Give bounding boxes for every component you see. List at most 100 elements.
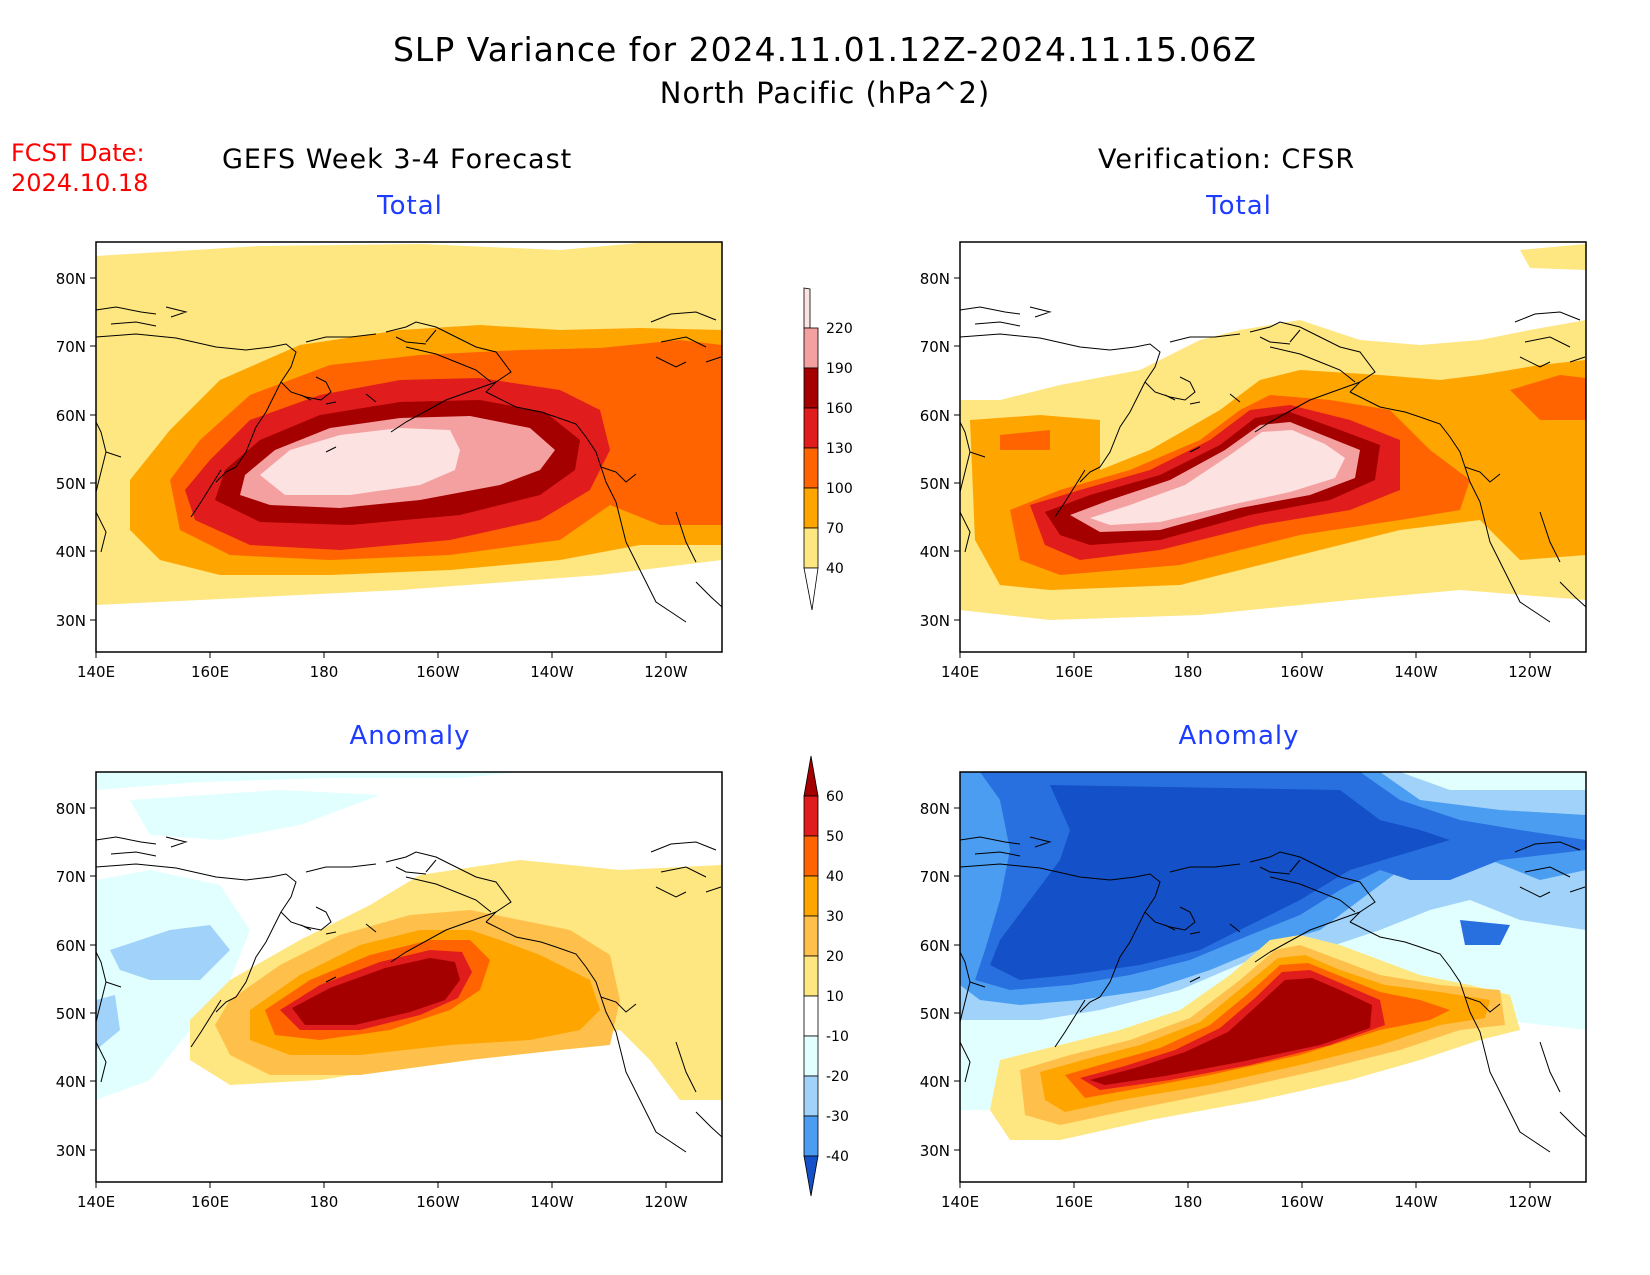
lon-label: 140E bbox=[77, 663, 115, 681]
colorbar-anomaly-swatch bbox=[803, 835, 819, 877]
panel-title-top-left: Total bbox=[377, 191, 443, 221]
lon-label: 180 bbox=[310, 663, 339, 681]
colorbar-anomaly-label: -30 bbox=[826, 1109, 849, 1125]
colorbar-anomaly-cap-bottom bbox=[803, 1155, 819, 1197]
lat-label: 40N bbox=[56, 1073, 86, 1091]
lat-label: 60N bbox=[920, 937, 950, 955]
frame-top-right bbox=[959, 241, 1587, 653]
lat-label: 80N bbox=[56, 270, 86, 288]
lat-label: 70N bbox=[920, 868, 950, 886]
forecast-date-value: 2024.10.18 bbox=[11, 169, 149, 197]
colorbar-total-label: 190 bbox=[826, 361, 853, 377]
lon-label: 180 bbox=[1174, 1193, 1203, 1211]
lon-labels: 140E 160E 180 160W 140W 120W 140E 160E 1… bbox=[77, 663, 1552, 1211]
lon-label: 140W bbox=[530, 663, 574, 681]
colorbar-anomaly-label: -40 bbox=[826, 1149, 849, 1165]
lon-label: 160W bbox=[1280, 663, 1324, 681]
lat-labels: 80N 70N 60N 50N 40N 30N 80N 70N 60N 50N … bbox=[56, 270, 950, 1160]
lon-label: 160E bbox=[1055, 663, 1093, 681]
lon-label: 160W bbox=[416, 663, 460, 681]
lon-label: 140W bbox=[530, 1193, 574, 1211]
colorbar-anomaly-label: 60 bbox=[826, 789, 844, 805]
lon-label: 120W bbox=[644, 1193, 688, 1211]
lat-label: 50N bbox=[56, 475, 86, 493]
colorbar-total-label: 220 bbox=[826, 321, 853, 337]
colorbar-total-swatch bbox=[803, 327, 819, 369]
colorbar-anomaly-label: 50 bbox=[826, 829, 844, 845]
forecast-date-block: FCST Date: 2024.10.18 bbox=[11, 138, 148, 198]
lon-label: 160W bbox=[1280, 1193, 1324, 1211]
lat-label: 50N bbox=[920, 1005, 950, 1023]
colorbar-total: 220 190 160 130 100 70 40 bbox=[803, 287, 853, 611]
lon-label: 120W bbox=[1508, 1193, 1552, 1211]
lat-label: 30N bbox=[56, 1142, 86, 1160]
colorbar-anomaly-label: -10 bbox=[826, 1029, 849, 1045]
colorbar-total-cap-bottom bbox=[803, 567, 819, 611]
axis-ticks bbox=[90, 277, 1531, 1188]
lon-label: 140W bbox=[1394, 663, 1438, 681]
map-gefs-total bbox=[96, 242, 722, 652]
lat-label: 70N bbox=[56, 868, 86, 886]
map-cfsr-anomaly bbox=[960, 772, 1586, 1182]
lon-label: 160E bbox=[191, 663, 229, 681]
colorbar-anomaly-swatch bbox=[803, 875, 819, 917]
colorbar-anomaly-label: 30 bbox=[826, 909, 844, 925]
lat-label: 40N bbox=[920, 543, 950, 561]
frame-bottom-left bbox=[95, 771, 723, 1183]
lat-label: 30N bbox=[920, 612, 950, 630]
colorbar-total-swatch bbox=[803, 527, 819, 569]
colorbar-anomaly-cap-top bbox=[803, 755, 819, 797]
lon-label: 140E bbox=[77, 1193, 115, 1211]
lat-label: 60N bbox=[920, 407, 950, 425]
colorbar-anomaly-swatch bbox=[803, 995, 819, 1037]
lon-label: 120W bbox=[1508, 663, 1552, 681]
colorbar-total-cap-top bbox=[803, 287, 811, 329]
colorbar-total-label: 40 bbox=[826, 561, 844, 577]
colorbar-anomaly-label: 10 bbox=[826, 989, 844, 1005]
colorbar-anomaly-label: 20 bbox=[826, 949, 844, 965]
frame-bottom-right bbox=[959, 771, 1587, 1183]
lat-label: 70N bbox=[56, 338, 86, 356]
forecast-date-label: FCST Date: bbox=[11, 139, 145, 167]
lon-label: 140E bbox=[941, 1193, 979, 1211]
colorbar-total-swatch bbox=[803, 407, 819, 449]
lon-label: 180 bbox=[310, 1193, 339, 1211]
colorbar-anomaly-swatch bbox=[803, 955, 819, 997]
lon-label: 140W bbox=[1394, 1193, 1438, 1211]
lat-label: 30N bbox=[56, 612, 86, 630]
colorbar-anomaly-swatch bbox=[803, 1035, 819, 1077]
right-column-title: Verification: CFSR bbox=[1098, 144, 1356, 175]
colorbar-total-label: 160 bbox=[826, 401, 853, 417]
main-title: SLP Variance for 2024.11.01.12Z-2024.11.… bbox=[392, 30, 1258, 69]
colorbar-total-label: 130 bbox=[826, 441, 853, 457]
panel-title-bottom-right: Anomaly bbox=[1178, 721, 1300, 751]
colorbar-total-label: 100 bbox=[826, 481, 853, 497]
lon-label: 160W bbox=[416, 1193, 460, 1211]
panel-title-bottom-left: Anomaly bbox=[349, 721, 471, 751]
lat-label: 50N bbox=[920, 475, 950, 493]
lat-label: 50N bbox=[56, 1005, 86, 1023]
colorbar-total-swatch bbox=[803, 367, 819, 409]
lon-label: 180 bbox=[1174, 663, 1203, 681]
lon-label: 160E bbox=[1055, 1193, 1093, 1211]
colorbar-anomaly-swatch bbox=[803, 915, 819, 957]
frame-top-left bbox=[95, 241, 723, 653]
lat-label: 70N bbox=[920, 338, 950, 356]
lat-label: 80N bbox=[56, 800, 86, 818]
lat-label: 60N bbox=[56, 937, 86, 955]
colorbar-total-label: 70 bbox=[826, 521, 844, 537]
colorbar-anomaly: 60 50 40 30 20 10 -10 -20 -30 -40 bbox=[803, 755, 849, 1197]
colorbar-total-swatch bbox=[803, 487, 819, 529]
map-cfsr-total bbox=[960, 242, 1586, 652]
colorbar-total-swatch bbox=[803, 447, 819, 489]
map-gefs-anomaly bbox=[96, 772, 722, 1182]
colorbar-anomaly-label: 40 bbox=[826, 869, 844, 885]
lon-label: 120W bbox=[644, 663, 688, 681]
lat-label: 80N bbox=[920, 270, 950, 288]
lat-label: 30N bbox=[920, 1142, 950, 1160]
colorbar-anomaly-swatch bbox=[803, 1075, 819, 1117]
colorbar-anomaly-swatch bbox=[803, 795, 819, 837]
lon-label: 160E bbox=[191, 1193, 229, 1211]
lat-label: 80N bbox=[920, 800, 950, 818]
